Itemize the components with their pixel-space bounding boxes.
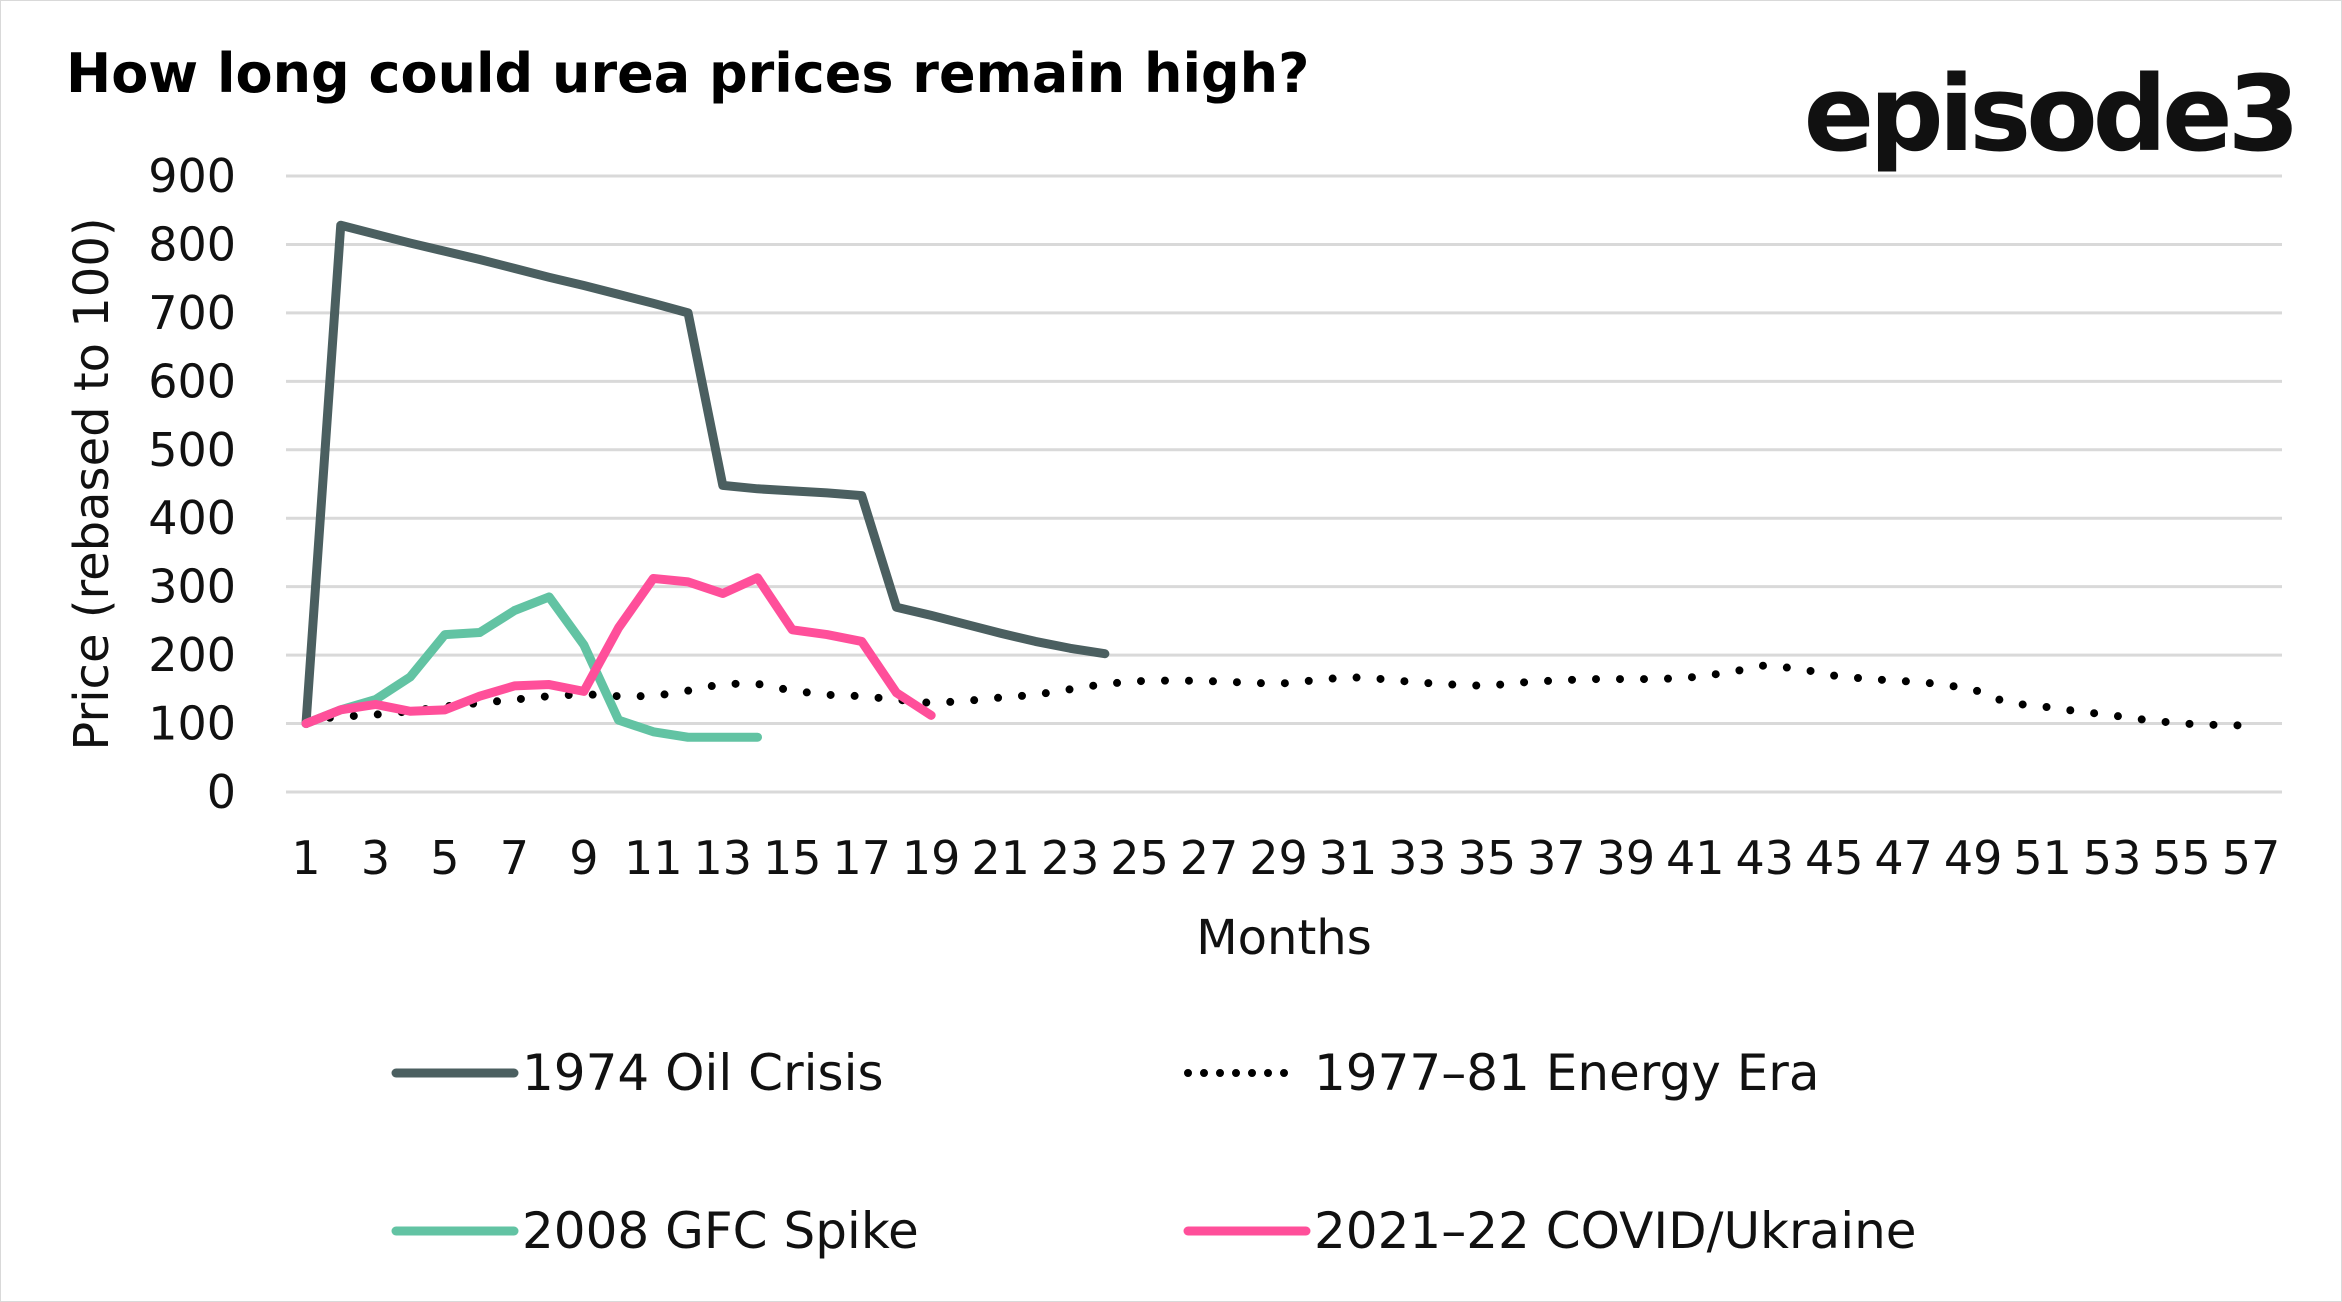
y-tick-label: 700 — [148, 286, 236, 340]
x-tick-label: 13 — [694, 831, 753, 885]
legend-label: 1977–81 Energy Era — [1314, 1044, 1820, 1102]
legend-item: 2008 GFC Spike — [391, 1202, 919, 1260]
legend-label: 2008 GFC Spike — [522, 1202, 919, 1260]
brand-logo: episode3 — [1804, 53, 2295, 175]
series-line-0 — [301, 220, 1110, 729]
x-tick-label: 27 — [1180, 831, 1239, 885]
x-tick-label: 35 — [1458, 831, 1517, 885]
x-tick-label: 33 — [1388, 831, 1447, 885]
y-tick-label: 900 — [148, 149, 236, 203]
x-tick-label: 29 — [1249, 831, 1308, 885]
x-tick-label: 51 — [2013, 831, 2072, 885]
x-tick-label: 17 — [832, 831, 891, 885]
x-tick-label: 19 — [902, 831, 961, 885]
x-tick-label: 9 — [569, 831, 598, 885]
x-tick-label: 11 — [624, 831, 683, 885]
x-tick-label: 25 — [1110, 831, 1169, 885]
x-tick-label: 57 — [2222, 831, 2281, 885]
x-tick-label: 49 — [1944, 831, 2003, 885]
y-tick-label: 400 — [148, 491, 236, 545]
y-tick-label: 0 — [207, 765, 236, 819]
x-tick-label: 37 — [1527, 831, 1586, 885]
x-tick-label: 15 — [763, 831, 822, 885]
x-tick-label: 47 — [1874, 831, 1933, 885]
series-line-1 — [302, 661, 2255, 730]
x-tick-label: 53 — [2083, 831, 2142, 885]
x-tick-label: 3 — [361, 831, 390, 885]
legend-label: 1974 Oil Crisis — [522, 1044, 884, 1102]
x-tick-label: 39 — [1597, 831, 1656, 885]
legend-item: 1974 Oil Crisis — [391, 1044, 884, 1102]
y-tick-label: 800 — [148, 217, 236, 271]
x-tick-label: 55 — [2152, 831, 2211, 885]
x-tick-label: 41 — [1666, 831, 1725, 885]
legend-item: 1977–81 Energy Era — [1184, 1044, 1820, 1102]
x-tick-label: 45 — [1805, 831, 1864, 885]
y-tick-label: 100 — [148, 697, 236, 751]
series-line-3 — [301, 573, 936, 729]
x-tick-label: 5 — [430, 831, 459, 885]
legend-item: 2021–22 COVID/Ukraine — [1183, 1202, 1917, 1260]
x-tick-label: 43 — [1735, 831, 1794, 885]
x-axis-label: Months — [1196, 910, 1371, 966]
x-tick-label: 7 — [500, 831, 529, 885]
y-tick-label: 500 — [148, 423, 236, 477]
series-line-2 — [301, 592, 763, 742]
y-axis-label: Price (rebased to 100) — [64, 217, 120, 750]
y-tick-label: 600 — [148, 354, 236, 408]
x-tick-label: 21 — [971, 831, 1030, 885]
y-tick-label: 300 — [148, 560, 236, 614]
legend-label: 2021–22 COVID/Ukraine — [1314, 1202, 1917, 1260]
x-tick-label: 31 — [1319, 831, 1378, 885]
x-tick-label: 1 — [291, 831, 320, 885]
x-tick-label: 23 — [1041, 831, 1100, 885]
y-tick-label: 200 — [148, 628, 236, 682]
chart-title: How long could urea prices remain high? — [66, 42, 1309, 105]
